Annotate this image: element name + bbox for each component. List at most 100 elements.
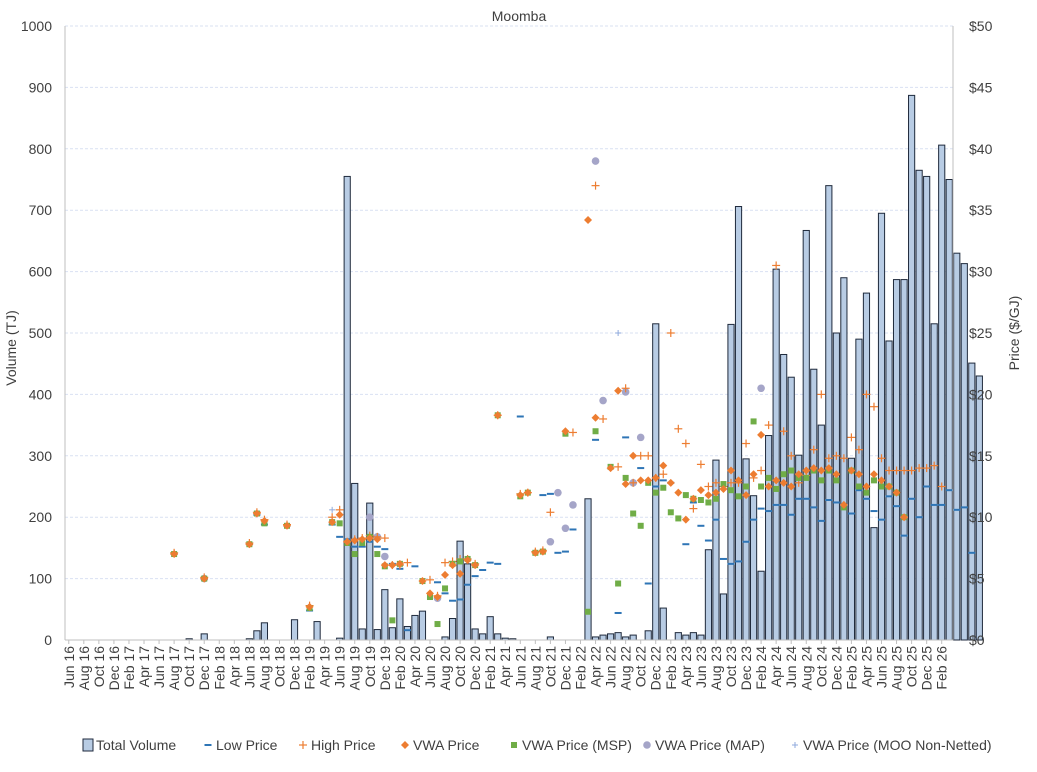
vwa-price-point [441,570,450,579]
vwa-price-point [885,482,894,491]
volume-bar [253,630,261,641]
high-price-point [621,384,630,393]
vwa-price-point [824,464,833,473]
volume-bar [373,629,381,641]
volume-bar [915,169,923,641]
volume-bar [832,332,840,641]
vwa-price-point [456,569,465,578]
x-tick-label: Aug 21 [527,646,543,691]
vwa-msp-point [697,497,704,504]
vwa-price-point [395,559,404,568]
vwa-msp-point [765,474,772,481]
y-tick-label: 400 [29,386,53,402]
vwa-price-point [862,482,871,491]
volume-bar [358,628,366,641]
x-tick-label: Aug 25 [889,646,905,691]
high-price-point [674,424,683,433]
high-price-point [681,439,690,448]
x-tick-label: Dec 16 [106,646,122,691]
high-price-point [824,454,833,463]
vwa-msp-point [833,477,840,484]
volume-bar [975,375,983,641]
vwa-msp-point [705,499,712,506]
volume-bar [825,185,833,641]
vwa-price-point [463,556,472,565]
y2-tick-label: $35 [969,202,993,218]
vwa-msp-point [855,483,862,490]
legend-item: VWA Price (MSP) [511,737,632,753]
vwa-msp-point [773,485,780,492]
vwa-price-point [802,466,811,475]
vwa-msp-point [878,483,885,490]
vwa-price-point [252,509,261,518]
vwa-price-point [719,484,728,493]
x-tick-label: Apr 19 [317,646,333,687]
vwa-msp-point [863,489,870,496]
y2-tick-label: $45 [969,79,993,95]
vwa-msp-point [728,487,734,494]
high-price-point [764,421,773,430]
high-price-point [441,558,450,567]
vwa-price-point [260,516,269,525]
vwa-price-point [839,500,848,509]
volume-bar [388,627,396,641]
vwa-price-point [900,513,909,522]
high-price-point [832,451,841,460]
y2-tick-label: $25 [969,325,993,341]
x-tick-label: Aug 23 [708,646,724,691]
x-tick-label: Feb 22 [572,646,588,690]
x-tick-label: Feb 17 [121,646,137,690]
x-tick-label: Oct 18 [271,646,287,687]
volume-bar [960,263,968,641]
volume-bar [953,252,961,641]
vwa-map-point [757,384,765,393]
vwa-map-point [381,552,389,561]
legend-item: VWA Price (MOO Non-Netted) [792,737,992,753]
vwa-price-point [516,491,525,500]
x-tick-label: Jun 22 [603,646,619,688]
high-price-point [847,433,856,442]
x-tick-label: Dec 25 [919,646,935,691]
x-tick-label: Jun 17 [151,646,167,688]
x-tick-label: Aug 18 [256,646,272,691]
vwa-msp-point [389,617,396,624]
legend-swatch [401,741,409,749]
x-tick-label: Dec 23 [738,646,754,691]
vwa-msp-point [637,522,644,529]
x-tick-label: Aug 17 [166,646,182,691]
volume-bar [765,435,773,641]
vwa-price-point [388,561,397,570]
vwa-price-point [764,482,773,491]
vwa-price-point [380,561,389,570]
y2-tick-label: $5 [969,571,985,587]
vwa-map-point [561,524,570,533]
volume-bar [418,610,427,641]
volume-bar [908,94,916,641]
vwa-price-point [727,466,735,475]
y-tick-label: 0 [44,632,52,648]
x-tick-label: Oct 17 [181,646,197,687]
volume-bar [682,634,690,641]
volume-bar [494,633,502,641]
legend-swatch [299,741,307,749]
x-tick-label: Feb 26 [934,646,950,690]
legend-item: High Price [299,737,376,753]
x-tick-label: Aug 20 [437,646,453,691]
high-price-point [636,451,645,460]
volume-bar [464,563,472,641]
x-tick-label: Feb 24 [753,646,769,690]
volume-bar [802,229,810,641]
vwa-price-point [749,470,758,479]
volume-bar [644,630,652,641]
vwa-msp-point [667,509,674,516]
x-axis-ticks: Jun 16 Aug 16 Oct 16 Dec 16 Feb 17 Apr 17 Jun … [61,640,950,690]
vwa-msp-point [336,520,343,527]
x-tick-label: Feb 25 [843,646,859,690]
x-tick-label: Jun 19 [332,646,348,688]
vwa-price-point [425,589,434,598]
volume-bar [877,212,886,641]
x-tick-label: Feb 20 [392,646,408,690]
vwa-msp-point [682,492,689,499]
x-tick-label: Dec 21 [557,646,573,691]
